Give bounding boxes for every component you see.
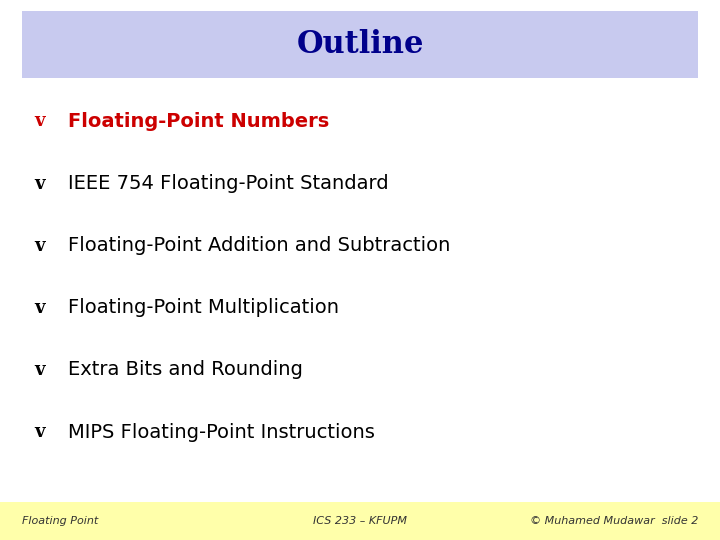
FancyBboxPatch shape <box>0 502 720 540</box>
Text: v: v <box>35 423 45 441</box>
Text: MIPS Floating-Point Instructions: MIPS Floating-Point Instructions <box>68 422 375 442</box>
Text: IEEE 754 Floating-Point Standard: IEEE 754 Floating-Point Standard <box>68 174 389 193</box>
Text: Floating-Point Addition and Subtraction: Floating-Point Addition and Subtraction <box>68 236 451 255</box>
Text: Floating Point: Floating Point <box>22 516 98 526</box>
Text: v: v <box>35 361 45 379</box>
Text: v: v <box>35 112 45 131</box>
Text: Floating-Point Numbers: Floating-Point Numbers <box>68 112 330 131</box>
Text: Extra Bits and Rounding: Extra Bits and Rounding <box>68 360 303 380</box>
Text: ICS 233 – KFUPM: ICS 233 – KFUPM <box>313 516 407 526</box>
Text: v: v <box>35 237 45 255</box>
FancyBboxPatch shape <box>22 11 698 78</box>
Text: © Muhamed Mudawar  slide 2: © Muhamed Mudawar slide 2 <box>530 516 698 526</box>
Text: v: v <box>35 299 45 317</box>
Text: v: v <box>35 174 45 193</box>
Text: Outline: Outline <box>296 29 424 60</box>
Text: Floating-Point Multiplication: Floating-Point Multiplication <box>68 298 339 318</box>
